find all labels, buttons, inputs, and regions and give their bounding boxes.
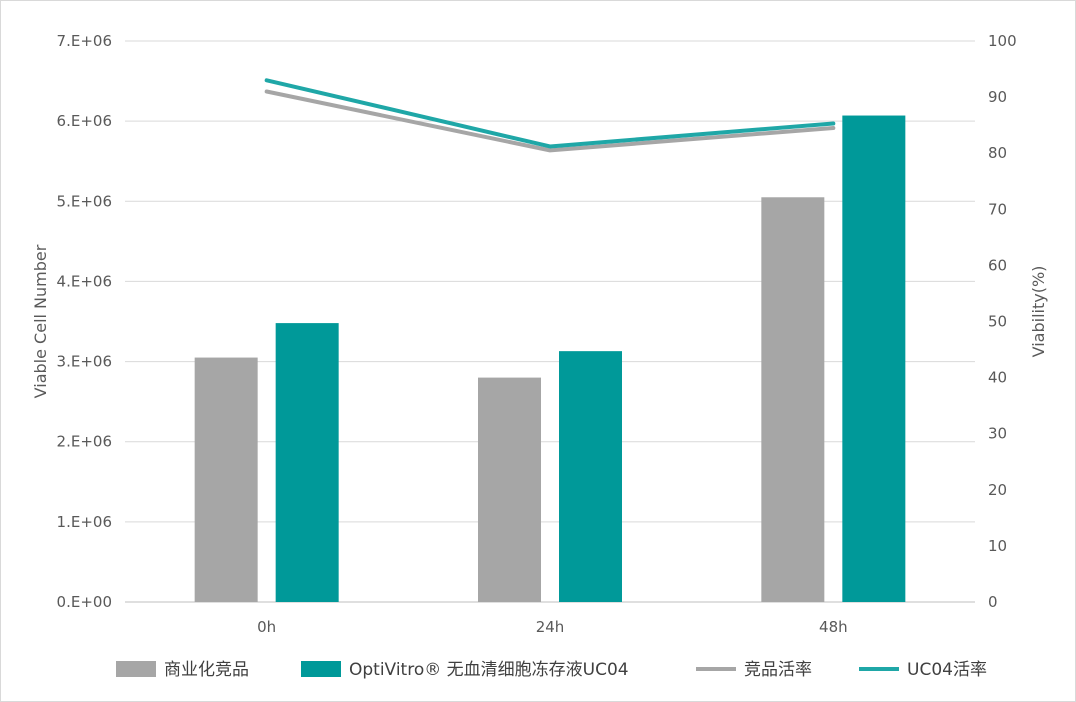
y-tick-label-right: 70 [988, 200, 1007, 218]
y-tick-label-right: 90 [988, 88, 1007, 106]
x-tick-label: 48h [819, 618, 848, 636]
y-tick-label-right: 50 [988, 313, 1007, 331]
line-series-group [264, 78, 836, 153]
legend: 商业化竞品 OptiVitro® 无血清细胞冻存液UC04 竞品活率 UC04活率 [116, 660, 987, 680]
y-tick-label-right: 80 [988, 144, 1007, 162]
legend-swatch [116, 661, 156, 677]
y-tick-label-right: 30 [988, 425, 1007, 443]
y-tick-label-right: 20 [988, 481, 1007, 499]
y-tick-label-left: 3.E+06 [57, 353, 112, 371]
y-tick-label-left: 0.E+00 [57, 593, 112, 611]
y-tick-label-left: 1.E+06 [57, 513, 112, 531]
y-tick-label-left: 5.E+06 [57, 192, 112, 210]
y-tick-label-right: 0 [988, 593, 998, 611]
y-tick-label-left: 6.E+06 [57, 112, 112, 130]
bar [275, 323, 339, 602]
y-tick-label-right: 40 [988, 369, 1007, 387]
x-tick-label: 0h [257, 618, 276, 636]
x-tick-label: 24h [536, 618, 565, 636]
y-axis-title-right: Viability(%) [1029, 266, 1048, 358]
legend-label: 竞品活率 [744, 660, 812, 680]
axes: Viable Cell Number Viability(%) 0.E+00 1.… [31, 32, 1048, 636]
line-series [264, 78, 836, 149]
legend-swatch [301, 661, 341, 677]
y-tick-label-right: 10 [988, 537, 1007, 555]
bar [478, 377, 541, 602]
bar [761, 197, 825, 602]
y-tick-label-left: 7.E+06 [57, 32, 112, 50]
gridlines [125, 40, 975, 603]
bar [194, 357, 258, 602]
bar [559, 351, 622, 602]
bar [842, 115, 906, 602]
y-axis-title-left: Viable Cell Number [31, 244, 50, 398]
y-tick-label-right: 60 [988, 256, 1007, 274]
line-series [264, 89, 836, 153]
bar-series-group [194, 115, 906, 602]
y-tick-label-right: 100 [988, 32, 1017, 50]
legend-label: 商业化竞品 [164, 660, 249, 680]
legend-label: UC04活率 [907, 660, 987, 680]
legend-label: OptiVitro® 无血清细胞冻存液UC04 [349, 660, 629, 680]
y-tick-label-left: 2.E+06 [57, 433, 112, 451]
y-tick-label-left: 4.E+06 [57, 272, 112, 290]
